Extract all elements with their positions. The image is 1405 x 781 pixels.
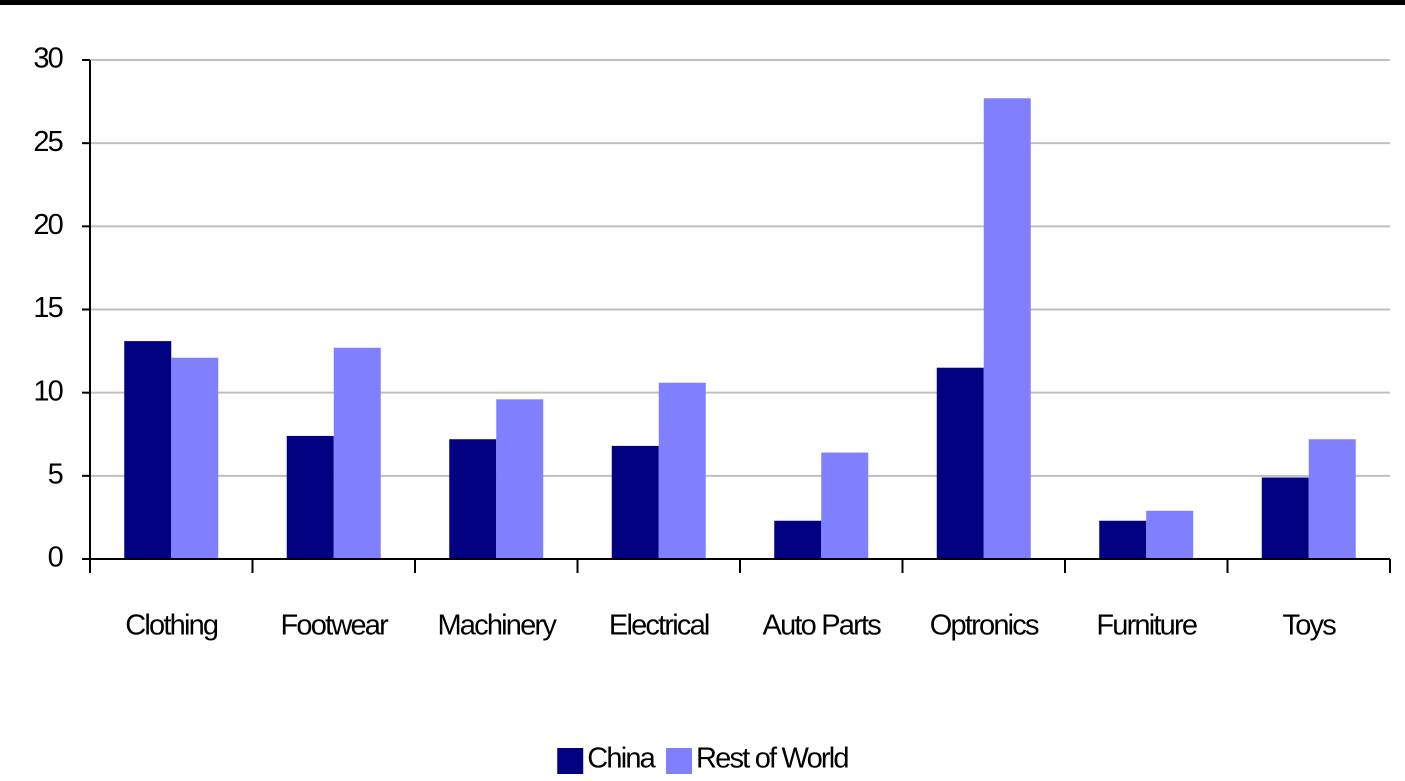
y-tick-label: 10 xyxy=(33,375,62,407)
bar xyxy=(1261,477,1309,559)
legend-swatch xyxy=(557,748,584,774)
bar xyxy=(333,347,381,559)
y-tick-label: 15 xyxy=(33,292,62,324)
bar xyxy=(171,357,219,559)
bar xyxy=(1146,510,1194,559)
x-tick-label: Footwear xyxy=(281,610,390,642)
x-tick-label: Auto Parts xyxy=(763,610,882,642)
bar xyxy=(774,520,822,559)
x-tick-label: Furniture xyxy=(1096,610,1197,642)
x-tick-label: Toys xyxy=(1283,610,1337,642)
x-tick-label: Optronics xyxy=(930,610,1039,642)
bar xyxy=(821,452,869,559)
y-tick-label: 20 xyxy=(33,209,62,241)
y-tick-label: 30 xyxy=(33,43,62,75)
bar xyxy=(449,439,497,559)
bar xyxy=(1308,439,1356,559)
legend-item: Rest of World xyxy=(666,743,850,775)
y-tick-label: 25 xyxy=(33,126,62,158)
bar xyxy=(1099,520,1147,559)
bar xyxy=(496,399,544,559)
x-tick-label: Clothing xyxy=(125,610,218,642)
legend-swatch xyxy=(666,748,693,774)
legend-label: China xyxy=(587,743,656,775)
bar xyxy=(286,435,334,559)
bar xyxy=(983,98,1031,560)
bar xyxy=(124,341,172,559)
bar xyxy=(936,367,984,559)
y-tick-label: 5 xyxy=(48,458,63,490)
legend-label: Rest of World xyxy=(696,743,848,775)
top-border xyxy=(0,0,1405,5)
bar xyxy=(658,382,706,559)
bar xyxy=(611,445,659,559)
legend-item: China xyxy=(557,743,658,775)
x-tick-label: Machinery xyxy=(437,610,557,642)
y-tick-label: 0 xyxy=(48,542,63,574)
x-tick-label: Electrical xyxy=(609,610,709,642)
